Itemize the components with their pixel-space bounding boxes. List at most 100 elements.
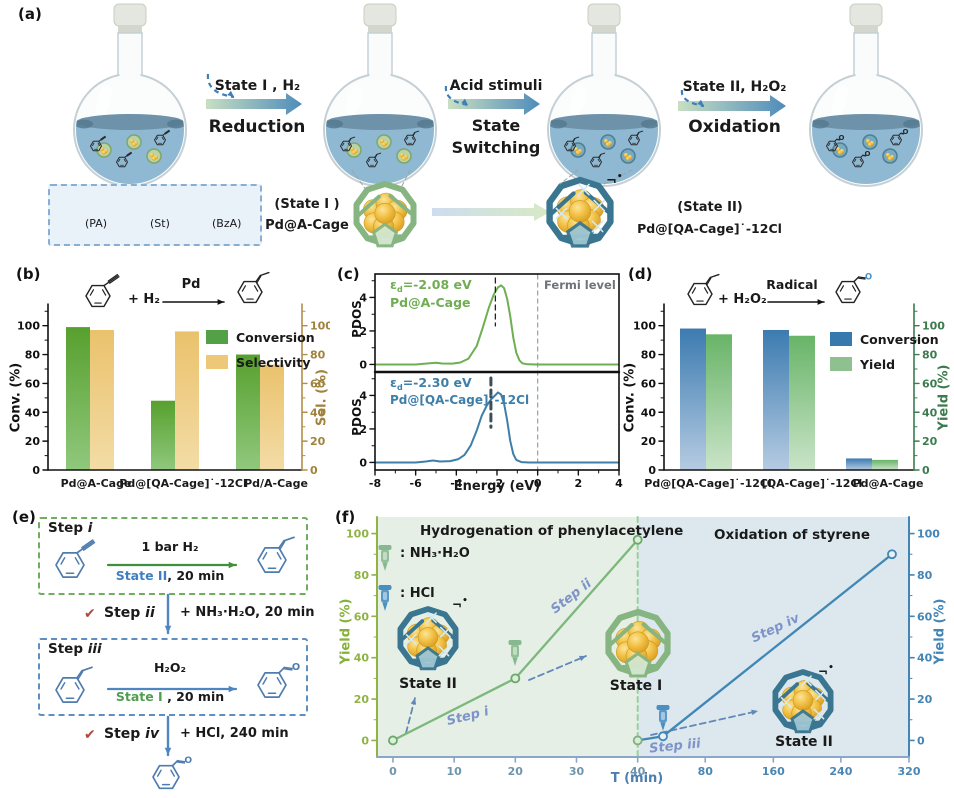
d-legend-yield-swatch (830, 357, 852, 371)
bar (846, 458, 872, 470)
radical-symbol-f-left: ¬• (452, 596, 468, 612)
bza-molecule-label: (BzA) (212, 217, 242, 230)
svg-text:20: 20 (25, 435, 41, 448)
step-iii-title: Step iii (48, 641, 102, 657)
dropper-icon (656, 705, 670, 731)
svg-text:4: 4 (359, 389, 367, 402)
bar (151, 400, 175, 470)
panel-f-label: (f) (335, 508, 356, 526)
svg-text:100: 100 (922, 320, 945, 333)
flask (323, 3, 437, 187)
svg-text:80: 80 (917, 569, 933, 582)
svg-text:20: 20 (354, 693, 370, 706)
panel-d-chart: 0 0 20 20 40 40 60 60 80 80 100 100 O (633, 271, 945, 477)
step-iv-check-icon: ✔ (84, 727, 96, 743)
d-reaction-reagent: + H₂O₂ (718, 292, 767, 307)
step-iii-condition: State I , 20 min (115, 689, 225, 704)
b-reaction-reagent: + H₂ (128, 292, 160, 307)
svg-text:0: 0 (310, 464, 318, 477)
svg-text:100: 100 (17, 320, 40, 333)
svg-text:20: 20 (508, 765, 524, 778)
data-point (632, 735, 643, 746)
panel-a-label: (a) (18, 5, 42, 23)
svg-text:80: 80 (698, 765, 714, 778)
bar (260, 364, 284, 470)
c-bottom-epsilon: εd=-2.30 eV (390, 375, 472, 392)
panel-f-chart: 0 0 20 20 40 40 60 60 80 80 100 100 0 10 20 30 40 80 160 24… (346, 516, 940, 778)
svg-text:-2: -2 (491, 477, 503, 490)
svg-text:40: 40 (922, 406, 938, 419)
pa-molecule-label: (PA) (85, 217, 108, 230)
cage-f-state2-left (397, 606, 459, 671)
c-pdos-label-top: PDOS (350, 300, 364, 338)
d-ylabel-left: Conv. (%) (622, 362, 638, 433)
st-molecule-label: (St) (150, 217, 170, 230)
panel-c-chart: 0 2 4 0 2 4 -8 -6 -4 -2 0 2 4 (359, 273, 623, 490)
svg-text:60: 60 (922, 377, 938, 390)
panel-b-label: (b) (16, 265, 41, 283)
bar (680, 328, 706, 470)
svg-text:O: O (902, 128, 908, 136)
step-iii-box (38, 638, 308, 716)
bar (90, 329, 114, 470)
svg-text:0: 0 (359, 456, 367, 469)
svg-text:O: O (838, 134, 844, 142)
gradient-arrow (448, 93, 540, 115)
svg-text:60: 60 (25, 377, 41, 390)
radical-symbol-a: ¬• (606, 172, 623, 189)
svg-text:320: 320 (898, 765, 921, 778)
state1-caption-line2: Pd@A-Cage (265, 218, 349, 233)
svg-text:2: 2 (575, 477, 583, 490)
f-ylabel-right: Yield (%) (932, 598, 948, 665)
gradient-arrow (678, 95, 786, 117)
svg-text:100: 100 (917, 528, 940, 541)
svg-text:80: 80 (310, 349, 326, 362)
c-top-name: Pd@A-Cage (390, 295, 471, 310)
b-reaction-catalyst: Pd (181, 277, 201, 292)
c-xlabel: Energy (eV) (453, 479, 541, 494)
f-ylabel-left: Yield (%) (338, 598, 354, 665)
f-title-oxidation: Oxidation of styrene (714, 527, 870, 543)
svg-text:20: 20 (922, 435, 938, 448)
panel-c-label: (c) (337, 265, 360, 283)
svg-text:0: 0 (32, 464, 40, 477)
svg-text:O: O (184, 756, 192, 766)
step-ii-title: Step ii (104, 605, 155, 621)
flask (73, 3, 187, 187)
svg-text:100: 100 (310, 320, 330, 333)
arrow1-condition: State I , H₂ (214, 78, 301, 94)
b-category-1: Pd@A-Cage (60, 477, 132, 490)
cage-state2 (546, 176, 614, 248)
svg-text:2: 2 (359, 423, 367, 436)
step-i-box (38, 517, 308, 595)
d-legend-yield: Yield (830, 355, 895, 373)
arrow3-caption: Oxidation (688, 117, 781, 137)
svg-text:4: 4 (359, 291, 367, 304)
svg-text:40: 40 (354, 652, 370, 665)
svg-text:80: 80 (354, 569, 370, 582)
bar (706, 334, 732, 470)
svg-text:O: O (292, 662, 300, 673)
dropper-icon (378, 585, 392, 611)
bar (66, 327, 90, 470)
step-iv-note: + HCl, 240 min (180, 726, 289, 741)
d-category-1: Pd@[QA-Cage]˙-12Cl (644, 477, 772, 490)
svg-text:80: 80 (641, 349, 657, 362)
svg-text:0: 0 (361, 734, 369, 747)
cage-f-state1 (605, 608, 671, 678)
svg-text:-6: -6 (410, 477, 423, 490)
svg-text:20: 20 (310, 435, 326, 448)
f-legend-nh3: : NH₃·H₂O (400, 546, 470, 561)
bar (236, 354, 260, 470)
f-title-hydrogenation: Hydrogenation of phenylacetylene (420, 523, 684, 539)
b-ylabel-right: Sel. (%) (314, 369, 330, 427)
flask (547, 3, 661, 187)
svg-text:40: 40 (630, 765, 646, 778)
flask: O O O (809, 3, 923, 187)
svg-text:80: 80 (922, 349, 938, 362)
b-category-2: Pd@[QA-Cage]˙-12Cl (119, 477, 247, 490)
step-ii-check-icon: ✔ (84, 606, 96, 622)
svg-text:40: 40 (25, 406, 41, 419)
step-ii-note: + NH₃·H₂O, 20 min (180, 605, 315, 620)
b-legend-selectivity-swatch (206, 355, 228, 369)
